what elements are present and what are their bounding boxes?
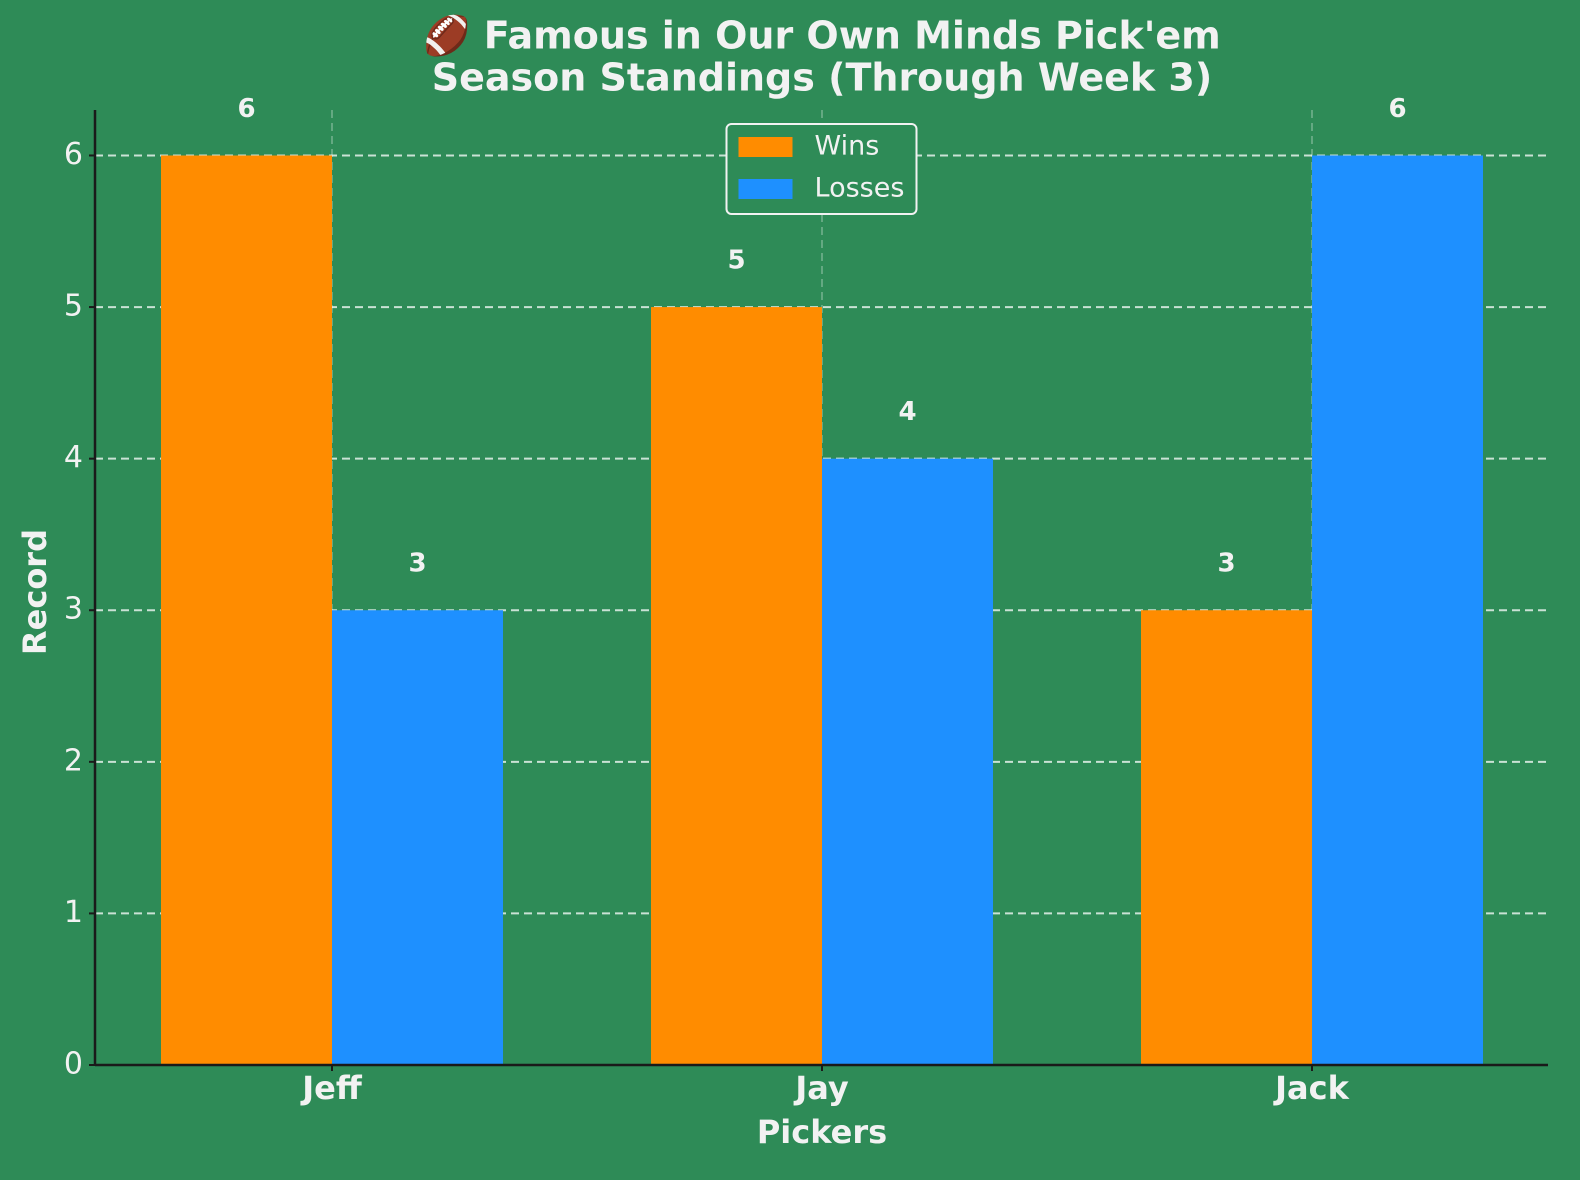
y-tick-label: 4 — [64, 440, 83, 475]
bar — [822, 458, 993, 1066]
bar — [332, 610, 503, 1065]
legend-swatch — [738, 137, 793, 157]
legend: Wins Losses — [725, 123, 918, 215]
y-tick-label: 5 — [64, 289, 83, 324]
value-label: 4 — [898, 397, 916, 427]
y-tick-label: 2 — [64, 743, 83, 778]
chart-subtitle: Season Standings (Through Week 3) — [432, 56, 1212, 100]
value-label: 3 — [408, 549, 426, 579]
bar — [1312, 155, 1483, 1065]
legend-label: Wins — [815, 131, 880, 162]
x-tick-label: Jack — [1273, 1069, 1349, 1107]
legend-swatch — [738, 179, 793, 199]
y-tick-label: 6 — [64, 137, 83, 172]
bar — [161, 155, 332, 1065]
value-label: 3 — [1217, 549, 1235, 579]
bar — [651, 307, 822, 1066]
y-tick-label: 3 — [64, 592, 83, 627]
y-tick-label: 1 — [64, 895, 83, 930]
value-label: 5 — [727, 246, 745, 276]
y-tick-label: 0 — [64, 1047, 83, 1082]
x-tick-label: Jay — [793, 1069, 849, 1107]
x-axis-label: Pickers — [757, 1113, 887, 1151]
chart-title: 🏈 Famous in Our Own Minds Pick'em — [423, 14, 1220, 59]
y-axis-label: Record — [16, 529, 54, 655]
value-label: 6 — [1388, 94, 1406, 124]
bar — [1141, 610, 1312, 1065]
value-label: 6 — [237, 94, 255, 124]
legend-label: Losses — [815, 173, 905, 204]
x-tick-label: Jeff — [300, 1069, 363, 1107]
